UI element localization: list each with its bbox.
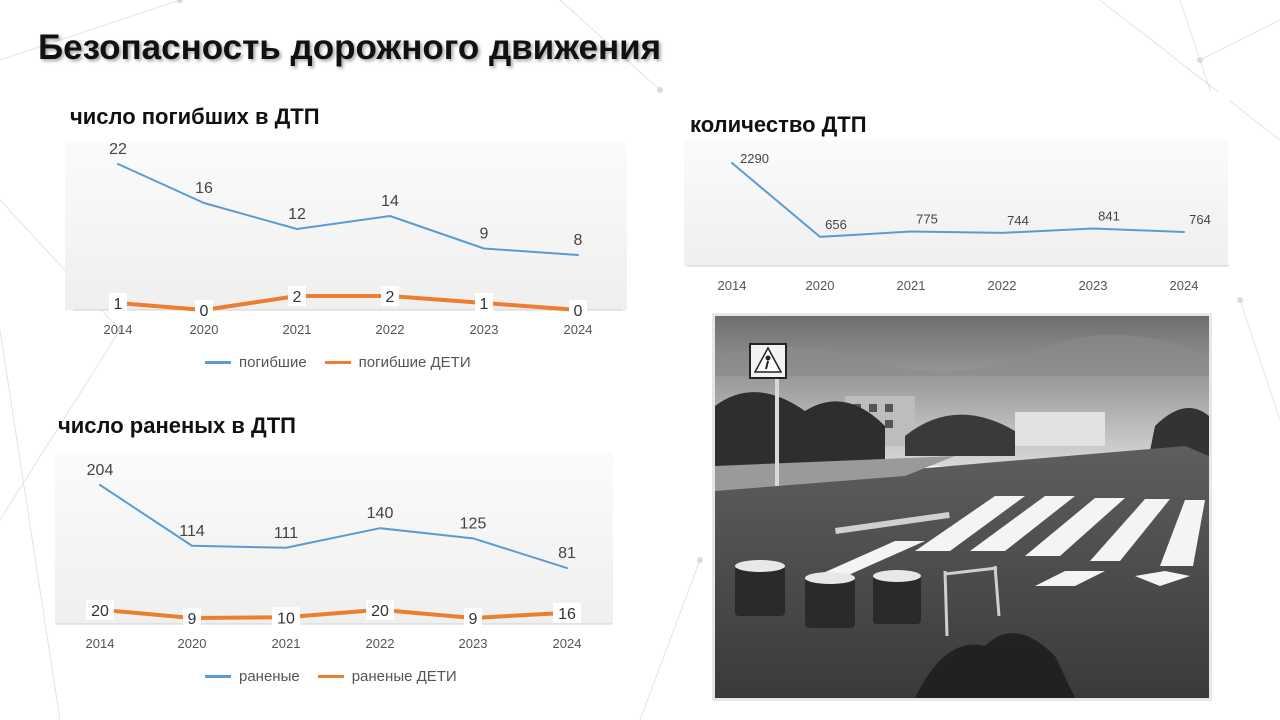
legend-label-child-deaths: погибшие ДЕТИ <box>358 354 471 371</box>
deaths-tick-label-2020: 2020 <box>190 322 219 337</box>
deaths-chart-title: число погибших в ДТП <box>70 104 320 129</box>
deaths-series-1-data-label-4: 1 <box>480 296 489 313</box>
legend-swatch-child-injured <box>317 675 344 678</box>
accidents-data-label-5: 764 <box>1189 212 1211 227</box>
injured-series-0-data-label-3: 140 <box>367 505 394 522</box>
deaths-series-0-data-label-1: 16 <box>195 180 213 197</box>
deaths-chart-panel <box>65 142 627 310</box>
deaths-series-1-label-bg-0 <box>109 293 127 313</box>
injured-series-1-data-label-2: 10 <box>277 610 295 627</box>
injured-series-1-label-bg-1 <box>183 608 201 628</box>
road-crossing-illustration <box>715 316 1209 698</box>
accidents-tick-label-2020: 2020 <box>806 278 835 293</box>
injured-series-1-line <box>98 607 569 620</box>
legend-item-deaths: погибшие <box>205 354 307 371</box>
deaths-series-1-label-bg-3 <box>381 286 399 306</box>
accidents-tick-label-2024: 2024 <box>1170 278 1199 293</box>
accidents-data-label-4: 841 <box>1098 208 1120 223</box>
injured-series-1-label-bg-5 <box>553 602 581 623</box>
accidents-data-label-0: 2290 <box>740 151 769 166</box>
legend-item-injured: раненые <box>205 668 300 685</box>
deaths-series-1-data-label-5: 0 <box>574 303 583 320</box>
paint-buckets <box>735 560 921 628</box>
legend-swatch-child-deaths <box>324 361 351 364</box>
injured-tick-label-2022: 2022 <box>366 636 395 651</box>
injured-series-0-data-label-2: 111 <box>274 525 298 542</box>
injured-series-1-label-bg-0 <box>86 599 114 620</box>
legend-label-child-injured: раненые ДЕТИ <box>351 668 457 685</box>
accidents-chart-title: количество ДТП <box>690 112 867 137</box>
injured-series-1-data-label-1: 9 <box>188 611 197 628</box>
accidents-tick-label-2021: 2021 <box>897 278 926 293</box>
injured-series-1-data-label-5: 16 <box>558 606 576 623</box>
deaths-series-1-line <box>116 294 580 312</box>
page-title: Безопасность дорожного движения <box>38 28 662 67</box>
deaths-series-1-label-bg-5 <box>569 300 587 320</box>
injured-series-0-data-label-0: 204 <box>87 462 114 479</box>
injured-series-0-data-label-5: 81 <box>558 545 576 562</box>
deaths-series-1-data-label-2: 2 <box>293 289 302 306</box>
deaths-series-1-data-label-1: 0 <box>200 303 209 320</box>
injured-series-1-label-bg-2 <box>272 607 300 628</box>
injured-tick-label-2014: 2014 <box>86 636 115 651</box>
injured-series-1-label-bg-4 <box>464 608 482 628</box>
building-right <box>1015 412 1105 446</box>
accidents-tick-label-2014: 2014 <box>718 278 747 293</box>
deaths-series-1-data-label-3: 2 <box>386 289 395 306</box>
legend-item-child-injured: раненые ДЕТИ <box>317 668 457 685</box>
accidents-data-label-2: 775 <box>916 211 938 226</box>
deaths-tick-label-2023: 2023 <box>470 322 499 337</box>
injured-series-1-data-label-4: 9 <box>469 611 478 628</box>
deaths-chart-legend: погибшие погибшие ДЕТИ <box>205 354 471 371</box>
injured-tick-label-2021: 2021 <box>272 636 301 651</box>
deaths-tick-label-2021: 2021 <box>283 322 312 337</box>
deaths-series-0-line <box>117 163 579 256</box>
injured-tick-label-2020: 2020 <box>178 636 207 651</box>
legend-label-deaths: погибшие <box>239 354 307 371</box>
injured-series-0-data-label-1: 114 <box>179 523 205 540</box>
accidents-chart-plot-area <box>684 140 1228 266</box>
legend-swatch-deaths <box>205 361 231 364</box>
deaths-series-1-label-bg-1 <box>195 300 213 320</box>
deaths-series-1-data-label-0: 1 <box>114 296 123 313</box>
injured-chart-title: число раненых в ДТП <box>58 413 296 438</box>
pedestrian-sign <box>749 343 787 486</box>
deaths-tick-label-2024: 2024 <box>564 322 593 337</box>
injured-tick-label-2024: 2024 <box>553 636 582 651</box>
accidents-tick-label-2022: 2022 <box>988 278 1017 293</box>
deaths-series-0-data-label-4: 9 <box>480 226 489 243</box>
deaths-series-0-data-label-3: 14 <box>381 193 399 210</box>
deaths-series-1-label-bg-2 <box>288 286 306 306</box>
injured-chart-legend: раненые раненые ДЕТИ <box>205 668 457 685</box>
injured-series-0-data-label-4: 125 <box>460 515 487 532</box>
deaths-series-0-data-label-2: 12 <box>288 206 306 223</box>
injured-tick-label-2023: 2023 <box>459 636 488 651</box>
deaths-tick-label-2022: 2022 <box>376 322 405 337</box>
injured-series-0-line <box>99 484 568 570</box>
deaths-series-1-label-bg-4 <box>475 293 493 313</box>
injured-series-1-data-label-0: 20 <box>91 603 109 620</box>
injured-series-1-label-bg-3 <box>366 599 394 620</box>
accidents-series-0-line <box>731 162 1185 238</box>
accidents-tick-label-2023: 2023 <box>1079 278 1108 293</box>
road-crossing-photo <box>712 313 1212 701</box>
zebra-stripes <box>805 496 1205 586</box>
deaths-series-0-data-label-0: 22 <box>109 141 127 158</box>
legend-label-injured: раненые <box>239 668 300 685</box>
legend-swatch-injured <box>205 675 231 678</box>
accidents-data-label-3: 744 <box>1007 213 1029 228</box>
deaths-series-0-data-label-5: 8 <box>574 232 583 249</box>
deaths-tick-label-2014: 2014 <box>104 322 133 337</box>
accidents-data-label-1: 656 <box>825 217 847 232</box>
injured-series-1-data-label-3: 20 <box>371 603 389 620</box>
legend-item-child-deaths: погибшие ДЕТИ <box>324 354 471 371</box>
